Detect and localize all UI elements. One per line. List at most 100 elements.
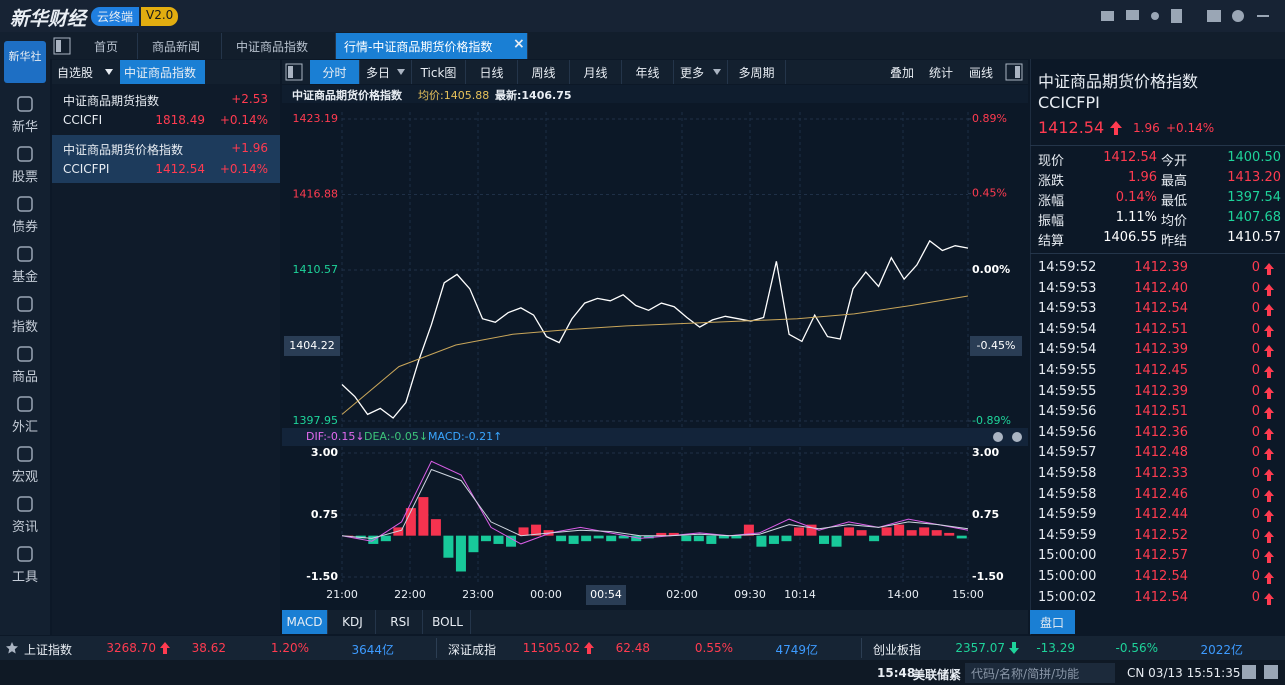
nav-item[interactable]: 外汇 xyxy=(11,420,38,435)
tick-volume: 0 xyxy=(1251,383,1260,399)
indicator-bar xyxy=(282,610,1028,634)
nav-icon[interactable] xyxy=(16,245,34,263)
nav-logo: 新华社 xyxy=(4,41,46,83)
nav-icon[interactable] xyxy=(16,145,34,163)
sidebar-toggle[interactable] xyxy=(53,37,71,55)
watchlist-row-selected[interactable] xyxy=(52,135,280,183)
tick-volume: 0 xyxy=(1251,507,1260,523)
cursor-box xyxy=(284,335,340,356)
tick-price: 1412.33 xyxy=(1134,466,1188,481)
search-box[interactable]: 代码/名称/简拼/功能 xyxy=(965,663,1115,683)
nav-item[interactable]: 宏观 xyxy=(11,470,38,485)
chart-info-bar xyxy=(282,85,1028,103)
tab[interactable]: 首页 xyxy=(80,33,138,59)
dropdown-arrow xyxy=(397,69,405,75)
nav-item[interactable]: 指数 xyxy=(11,320,38,335)
nav-item[interactable]: 股票 xyxy=(11,170,38,185)
quote-label: 结算 xyxy=(1038,234,1065,249)
macd-bar xyxy=(819,535,830,544)
ticker-name: 深证成指 xyxy=(448,643,497,657)
tick-volume: 0 xyxy=(1251,527,1260,543)
tab[interactable]: 行情-中证商品期货价格指数 xyxy=(336,33,528,59)
nav-item[interactable]: 商品 xyxy=(11,370,38,385)
toolbar-button[interactable]: 更多 xyxy=(674,60,728,84)
ticker-price: 3268.70 xyxy=(106,641,156,655)
nav-icon[interactable] xyxy=(16,445,34,463)
star-icon[interactable] xyxy=(6,642,18,654)
up-arrow xyxy=(584,642,594,654)
nav-item[interactable]: 基金 xyxy=(11,270,38,285)
indicator-tab[interactable]: RSI xyxy=(378,610,423,634)
dif-line xyxy=(341,460,969,545)
up-arrow xyxy=(1264,510,1274,523)
macd-bar xyxy=(618,535,629,539)
toolbar-button[interactable]: 分时 xyxy=(310,60,360,84)
toolbar-button[interactable]: 年线 xyxy=(622,60,674,84)
toolbar-button[interactable]: 多周期 xyxy=(728,60,786,84)
tab-close[interactable]: × xyxy=(513,36,525,52)
nav-item[interactable]: 债券 xyxy=(11,220,38,235)
nav-item[interactable]: 新华 xyxy=(11,120,38,135)
depth-tab[interactable]: 盘口 xyxy=(1030,610,1075,634)
nav-icon[interactable] xyxy=(16,545,34,563)
quote-code: CCICFPI xyxy=(1038,93,1100,112)
tick-price: 1412.39 xyxy=(1134,383,1188,399)
y2-tick-label: 0.00% xyxy=(972,263,1010,276)
tab[interactable]: 商品新闻 xyxy=(138,33,222,59)
panel-toggle[interactable] xyxy=(285,63,303,81)
macd-bar xyxy=(380,535,391,542)
quote-value: 1.96 xyxy=(1128,170,1157,185)
up-arrow xyxy=(1264,489,1274,502)
tick-price: 1412.57 xyxy=(1134,548,1188,564)
toolbar-button[interactable]: Tick图 xyxy=(412,60,466,84)
nav-icon[interactable] xyxy=(16,295,34,313)
average-line xyxy=(341,295,969,415)
window-icons[interactable] xyxy=(1095,6,1280,26)
tick-time: 14:59:53 xyxy=(1038,301,1097,317)
macd-bar xyxy=(706,535,717,544)
macd-bar xyxy=(894,524,905,536)
toolbar-button[interactable]: 月线 xyxy=(570,60,622,84)
macd-bar xyxy=(743,524,754,536)
toolbar-button[interactable]: 画线 xyxy=(969,66,994,80)
macd-bar xyxy=(731,535,742,539)
panel-toggle-right[interactable] xyxy=(1005,63,1023,81)
nav-icon[interactable] xyxy=(16,95,34,113)
macd-bar xyxy=(518,527,529,536)
nav-item[interactable]: 资讯 xyxy=(11,520,38,535)
toolbar-button[interactable]: 统计 xyxy=(929,66,954,80)
up-arrow xyxy=(1264,572,1274,584)
nav-icon[interactable] xyxy=(16,495,34,513)
toolbar-button[interactable]: 多日 xyxy=(360,60,412,84)
quote-value: 0.14% xyxy=(1115,190,1157,205)
tick-price: 1412.45 xyxy=(1134,363,1188,378)
item-pct: +0.14% xyxy=(219,162,268,176)
tick-volume: 0 xyxy=(1251,466,1260,481)
toolbar-button[interactable]: 叠加 xyxy=(890,66,915,80)
up-arrow xyxy=(160,642,170,654)
status-icons[interactable] xyxy=(1240,662,1284,682)
tick-volume: 0 xyxy=(1251,321,1260,337)
watchlist-dropdown[interactable]: 自选股 xyxy=(57,66,94,80)
nav-item[interactable]: 工具 xyxy=(11,570,38,585)
nav-icon[interactable] xyxy=(16,345,34,363)
toolbar-button[interactable]: 周线 xyxy=(518,60,570,84)
tab[interactable]: 中证商品指数 xyxy=(222,33,336,59)
divider xyxy=(1030,145,1285,146)
nav-icon[interactable] xyxy=(16,195,34,213)
tick-time: 14:59:55 xyxy=(1038,363,1097,378)
macd-bar xyxy=(681,535,692,542)
nav-icon[interactable] xyxy=(16,395,34,413)
y-tick-label: 1416.88 xyxy=(293,188,339,201)
macd-bar xyxy=(606,535,617,542)
macd-bar xyxy=(468,535,479,553)
indicator-tab[interactable]: BOLL xyxy=(425,610,471,634)
dropdown-arrow xyxy=(105,69,113,75)
macd-bar xyxy=(643,535,654,539)
indicator-tab[interactable]: MACD xyxy=(282,610,328,634)
indicator-tab[interactable]: KDJ xyxy=(330,610,376,634)
item-name: 中证商品期货指数 xyxy=(63,94,160,108)
quote-price: 1412.54 xyxy=(1038,118,1105,137)
toolbar-button[interactable]: 日线 xyxy=(466,60,518,84)
watchlist-tab[interactable]: 中证商品指数 xyxy=(120,60,205,84)
